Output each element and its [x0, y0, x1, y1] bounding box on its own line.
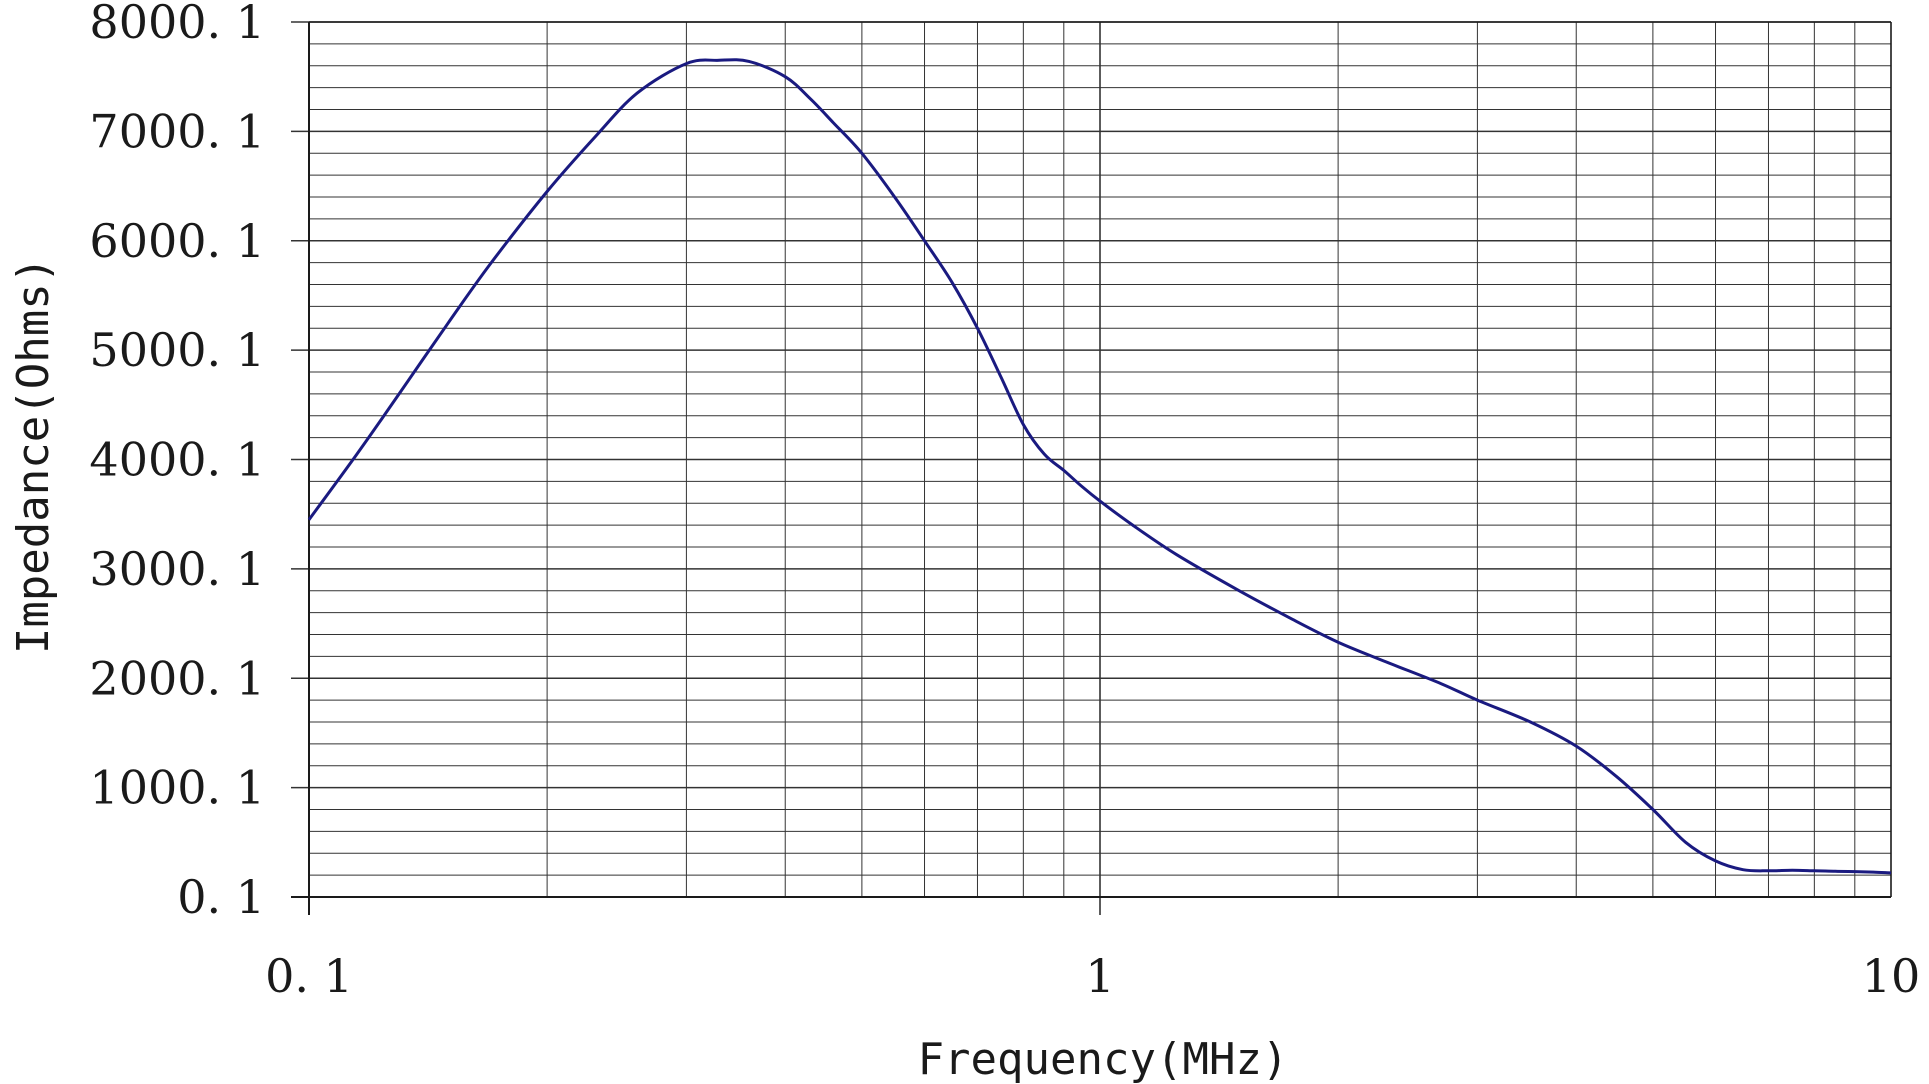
y-tick-label: 0. 1: [177, 870, 265, 924]
x-axis-title: Frequency(MHz): [918, 1034, 1289, 1084]
grid: [291, 21, 1891, 915]
plot-frame: [291, 21, 1892, 915]
x-tick-label: 1: [1085, 949, 1114, 1003]
y-tick-label: 3000. 1: [89, 542, 265, 596]
y-axis-title: Impedance(Ohms): [8, 257, 59, 654]
series: [307, 58, 1892, 875]
y-tick-labels: 0. 1 1000. 1 2000. 1 3000. 1 4000. 1 5000. 1 6…: [89, 0, 265, 924]
y-tick-label: 8000. 1: [89, 0, 265, 49]
y-tick-label: 6000. 1: [89, 214, 265, 268]
x-tick-label: 10: [1862, 949, 1921, 1003]
x-tick-label: 0. 1: [265, 949, 353, 1003]
x-tick-labels: 0. 1 1 10: [265, 949, 1920, 1003]
y-tick-label: 4000. 1: [89, 433, 265, 487]
y-tick-label: 5000. 1: [89, 323, 265, 377]
y-tick-label: 7000. 1: [89, 104, 265, 158]
y-tick-label: 2000. 1: [89, 651, 265, 705]
y-tick-label: 1000. 1: [89, 761, 265, 815]
impedance-line: [307, 58, 1892, 875]
